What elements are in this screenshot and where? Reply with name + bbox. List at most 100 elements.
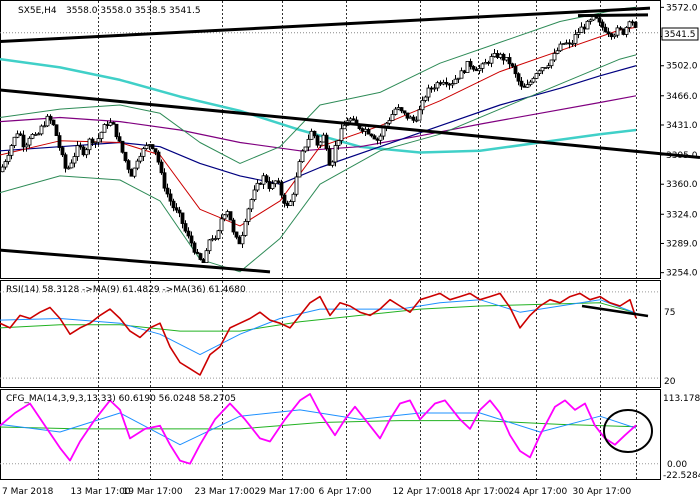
candle-down <box>231 219 236 233</box>
rsi-panel-header: RSI(14) 58.3128 ->MA(9) 61.4829 ->MA(36)… <box>6 285 246 295</box>
candle-down <box>567 42 572 45</box>
candle-up <box>87 138 92 151</box>
candle-up <box>426 87 431 98</box>
candle-down <box>597 17 602 23</box>
candle-down <box>78 145 83 148</box>
candle-down <box>375 138 380 141</box>
cfg-signal1-line <box>0 409 637 446</box>
candle-up <box>219 218 224 232</box>
candle-up <box>570 42 575 45</box>
candle-up <box>576 32 581 35</box>
y-tick-label: 3466.0 <box>666 92 698 102</box>
candle-down <box>312 130 317 137</box>
candle-up <box>6 154 11 162</box>
candle-up <box>204 250 209 264</box>
candle-down <box>48 115 53 121</box>
candle-down <box>501 53 506 61</box>
candle-down <box>411 116 416 121</box>
x-tick-label: 7 Mar 2018 <box>2 487 54 497</box>
cfg-highlight-circle <box>603 409 653 453</box>
candle-down <box>105 124 110 126</box>
candle-up <box>213 238 218 240</box>
cfg-panel-header: CFG_MA(14,3,9,3,13,33) 60.6190 56.0248 5… <box>6 394 236 404</box>
candle-up <box>330 161 335 166</box>
cfg-level-low: -22.5284 <box>663 471 700 481</box>
candle-up <box>480 63 485 69</box>
candle-up <box>135 160 140 169</box>
candle-up <box>543 67 548 69</box>
candle-up <box>441 81 446 85</box>
candle-up <box>216 230 221 239</box>
candle-down <box>327 148 332 166</box>
candle-down <box>129 168 134 177</box>
candle-up <box>624 27 629 35</box>
rsi-level-20: 20 <box>664 377 676 387</box>
x-tick-label: 30 Apr 17:00 <box>573 487 632 497</box>
candle-down <box>366 128 371 135</box>
candle-up <box>525 84 530 88</box>
candle-up <box>342 124 347 130</box>
y-tick-label: 3431.0 <box>666 121 698 131</box>
candle-down <box>471 66 476 70</box>
candle-up <box>387 120 392 124</box>
candle-down <box>63 154 68 169</box>
rsi-ma36-line <box>0 302 637 332</box>
candle-up <box>414 119 419 122</box>
candle-down <box>429 87 434 90</box>
y-tick-label: 3324.0 <box>666 210 698 220</box>
trendline-lower <box>0 248 271 274</box>
x-tick-label: 23 Mar 17:00 <box>195 487 255 497</box>
candle-down <box>351 118 356 121</box>
candle-down <box>474 68 479 72</box>
candle-up <box>42 125 47 128</box>
x-tick-label: 12 Apr 17:00 <box>393 487 452 497</box>
candle-up <box>579 26 584 33</box>
candle-up <box>15 133 20 138</box>
candle-down <box>183 223 188 232</box>
rsi-panel-frame <box>0 280 661 388</box>
candle-down <box>258 182 263 185</box>
candle-up <box>333 145 338 163</box>
candle-up <box>456 77 461 80</box>
candle-up <box>33 133 38 136</box>
main-panel-symbol: SX5E,H4 <box>18 6 57 16</box>
candle-down <box>405 112 410 119</box>
candle-up <box>423 96 428 101</box>
candle-up <box>75 145 80 157</box>
candle-up <box>27 137 32 146</box>
cfg-panel-frame <box>0 389 661 480</box>
candle-up <box>141 148 146 157</box>
candle-up <box>93 141 98 144</box>
candle-down <box>276 180 281 183</box>
rsi-level-75: 75 <box>664 308 675 318</box>
main-panel-ohlc: 3558.0 3558.0 3538.5 3541.5 <box>66 6 201 16</box>
candle-down <box>234 231 239 238</box>
y-tick-label: 3502.0 <box>666 62 698 72</box>
y-tick-label: 3360.0 <box>666 180 698 190</box>
candle-up <box>306 138 311 148</box>
candle-up <box>339 128 344 141</box>
x-tick-label: 13 Mar 17:00 <box>71 487 131 497</box>
candle-up <box>66 167 71 170</box>
candle-down <box>360 128 365 132</box>
candle-up <box>393 108 398 115</box>
cfg-plot <box>0 393 637 465</box>
candle-down <box>153 148 158 153</box>
candle-up <box>627 21 632 28</box>
candle-down <box>399 107 404 112</box>
candle-up <box>492 53 497 57</box>
rsi-plot <box>0 292 649 376</box>
candle-up <box>309 130 314 140</box>
candle-up <box>435 82 440 89</box>
candle-down <box>171 200 176 209</box>
bollinger-upper-line <box>0 6 637 164</box>
candle-up <box>243 221 248 236</box>
candle-down <box>633 21 638 28</box>
rsi-line <box>0 292 637 376</box>
candle-up <box>378 135 383 141</box>
candle-down <box>198 253 203 260</box>
candle-up <box>288 201 293 206</box>
y-tick-label: 3289.0 <box>666 239 698 249</box>
